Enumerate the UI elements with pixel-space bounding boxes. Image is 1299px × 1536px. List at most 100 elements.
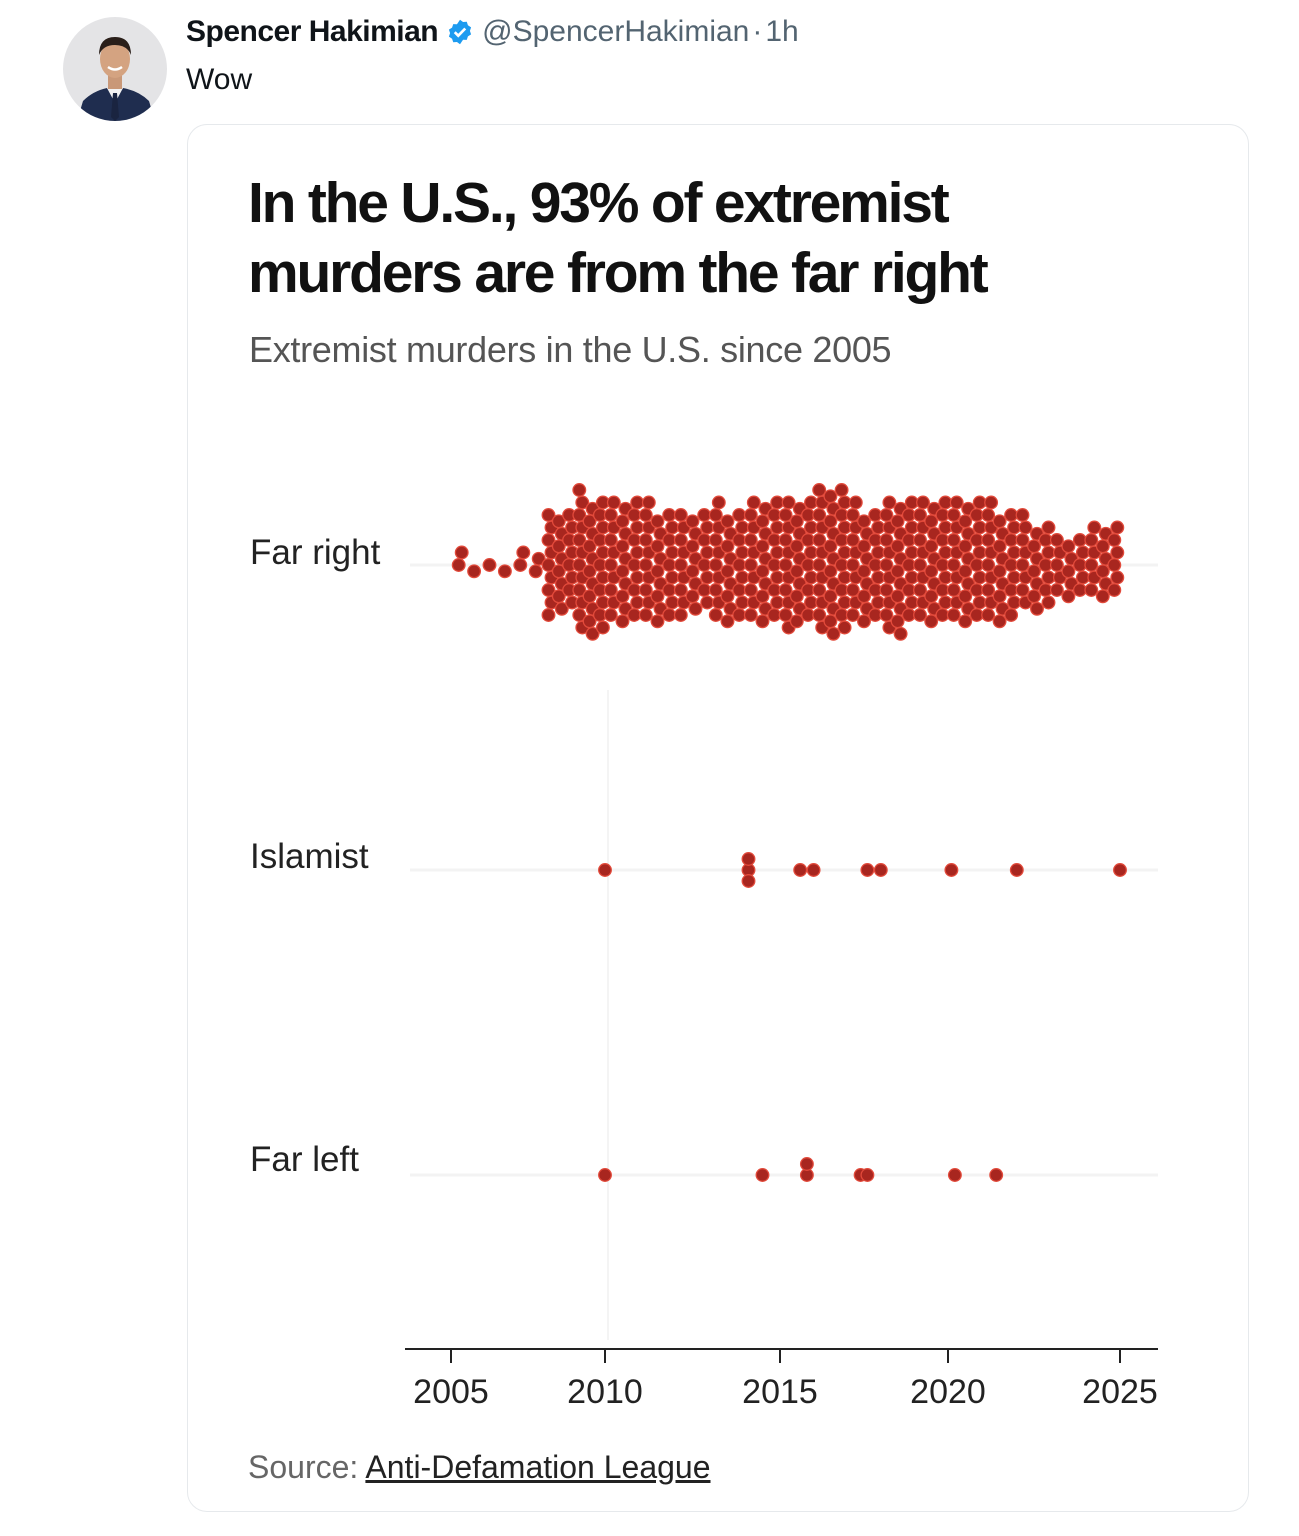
author-handle[interactable]: @SpencerHakimian	[482, 15, 750, 48]
far-right-dot	[662, 508, 677, 522]
far-right-dot	[924, 564, 939, 579]
far-right-dot	[638, 508, 653, 522]
far-right-dot	[720, 564, 735, 579]
islamist-dot	[944, 863, 959, 877]
far-right-dot	[1075, 545, 1090, 560]
far-right-dot	[1041, 545, 1056, 560]
far-right-dot	[697, 558, 712, 572]
far-right-dot	[1095, 564, 1110, 579]
far-right-dot	[615, 614, 630, 629]
far-right-dot	[958, 539, 973, 554]
far-right-dot	[879, 558, 894, 572]
far-right-dot	[650, 564, 665, 579]
far-right-dot	[743, 608, 758, 622]
far-right-dot	[673, 533, 688, 547]
islamist-dot	[806, 863, 821, 877]
far-right-dot	[767, 608, 782, 622]
far-right-dot	[554, 601, 569, 616]
islamist-dot	[1113, 863, 1127, 877]
far-right-dot	[732, 533, 747, 547]
far-right-dot	[743, 583, 758, 597]
far-right-dot	[1041, 520, 1056, 535]
far-right-dot	[673, 583, 688, 597]
timestamp[interactable]: 1h	[765, 15, 799, 48]
far-right-dot	[778, 558, 793, 572]
far-right-dot	[603, 558, 618, 572]
far-right-dot	[913, 533, 927, 547]
far-right-dot	[606, 495, 621, 510]
far-right-dot	[665, 520, 680, 535]
far-right-dot	[1061, 564, 1076, 579]
source-link[interactable]: Anti-Defamation League	[365, 1449, 711, 1485]
far-right-dot	[720, 614, 735, 629]
far-left-dot	[947, 1168, 962, 1182]
far-right-dot	[992, 514, 1007, 529]
far-left-dot	[598, 1168, 612, 1182]
far-right-dot	[770, 595, 785, 610]
far-right-dot	[913, 608, 927, 622]
far-right-dot	[1018, 520, 1033, 535]
far-right-dot	[845, 558, 860, 572]
far-right-dot	[735, 570, 750, 585]
far-left-dot	[989, 1168, 1004, 1182]
far-right-dot	[572, 483, 587, 497]
far-right-dot	[615, 514, 630, 529]
far-right-dot	[1004, 533, 1019, 547]
far-right-dot	[781, 495, 796, 510]
far-right-dot	[735, 595, 750, 610]
far-right-dot	[615, 539, 630, 554]
far-right-dot	[823, 489, 838, 504]
far-right-dot	[735, 545, 750, 560]
x-tick-label: 2010	[567, 1373, 643, 1411]
far-right-dot	[949, 495, 964, 510]
far-right-dot	[650, 589, 665, 604]
far-right-dot	[641, 495, 656, 510]
far-right-dot	[770, 520, 785, 535]
far-right-dot	[662, 533, 677, 547]
far-right-dot	[1007, 545, 1022, 560]
far-right-dot	[946, 608, 961, 622]
far-right-dot	[516, 545, 531, 560]
far-right-dot	[673, 508, 688, 522]
far-right-dot	[755, 589, 770, 604]
far-right-dot	[913, 508, 927, 522]
media-card[interactable]	[187, 124, 1249, 1512]
far-right-dot	[497, 564, 512, 579]
far-right-dot	[972, 570, 987, 585]
avatar[interactable]	[63, 17, 167, 121]
far-right-dot	[969, 608, 984, 622]
far-right-dot	[1107, 533, 1122, 547]
islamist-dot	[1009, 863, 1024, 877]
chart-title-line-1: In the U.S., 93% of extremist	[248, 171, 950, 235]
far-right-dot	[789, 589, 804, 604]
far-right-dot	[845, 533, 860, 547]
far-right-dot	[992, 539, 1007, 554]
far-right-dot	[603, 508, 618, 522]
far-right-dot	[697, 508, 712, 522]
far-right-dot	[1007, 520, 1022, 535]
far-right-dot	[746, 495, 761, 510]
tweet-header: Spencer Hakimian @SpencerHakimian · 1h	[186, 12, 799, 52]
far-right-dot	[662, 608, 677, 622]
far-right-dot	[924, 514, 939, 529]
far-right-dot	[732, 608, 747, 622]
far-right-dot	[767, 533, 782, 547]
far-right-dot	[890, 614, 905, 629]
far-right-dot	[1004, 583, 1019, 597]
far-right-dot	[1030, 601, 1044, 616]
author-name[interactable]: Spencer Hakimian	[186, 15, 439, 48]
far-right-dot	[451, 558, 466, 572]
far-right-dot	[720, 589, 735, 604]
far-right-dot	[685, 589, 700, 604]
far-right-dot	[638, 533, 653, 547]
far-right-dot	[1084, 558, 1099, 572]
far-right-dot	[454, 545, 469, 560]
far-right-dot	[1027, 589, 1041, 604]
far-right-dot	[732, 583, 747, 597]
far-right-dot	[1004, 508, 1019, 522]
far-right-dot	[767, 583, 782, 597]
far-right-dot	[879, 608, 894, 622]
far-right-dot	[770, 545, 785, 560]
far-right-dot	[1095, 589, 1110, 604]
far-right-dot	[767, 558, 782, 572]
